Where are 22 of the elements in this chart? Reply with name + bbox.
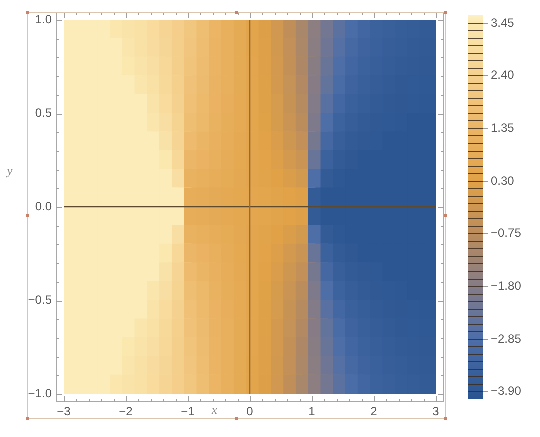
color-bar-label: −0.75 [491,226,522,240]
x-tick-label: 2 [370,404,378,419]
y-tick-label: −1.0 [28,386,52,400]
color-bar-label: −2.85 [491,332,522,346]
x-tick-label: 3 [432,404,440,419]
x-tick-label: −1 [181,404,196,419]
y-axis-title: y [6,164,14,178]
y-tick-label: −0.5 [28,292,52,307]
color-bar-label: −3.90 [491,384,522,398]
y-tick-label: 0.0 [35,199,52,214]
color-bar-label: −1.80 [491,278,522,293]
x-tick-label: 0 [246,404,254,419]
x-tick-label: −3 [57,404,72,419]
color-bar-label: 0.30 [491,174,515,188]
color-bar-label: 1.35 [491,120,515,135]
y-tick-label: 0.5 [35,106,52,120]
color-bar-label: 2.40 [491,68,515,82]
x-axis-title: x [210,403,218,418]
x-tick-label: 1 [308,404,316,419]
x-tick-label: −2 [119,404,134,419]
y-tick-label: 1.0 [35,12,52,26]
color-bar-label: 3.45 [491,16,515,30]
